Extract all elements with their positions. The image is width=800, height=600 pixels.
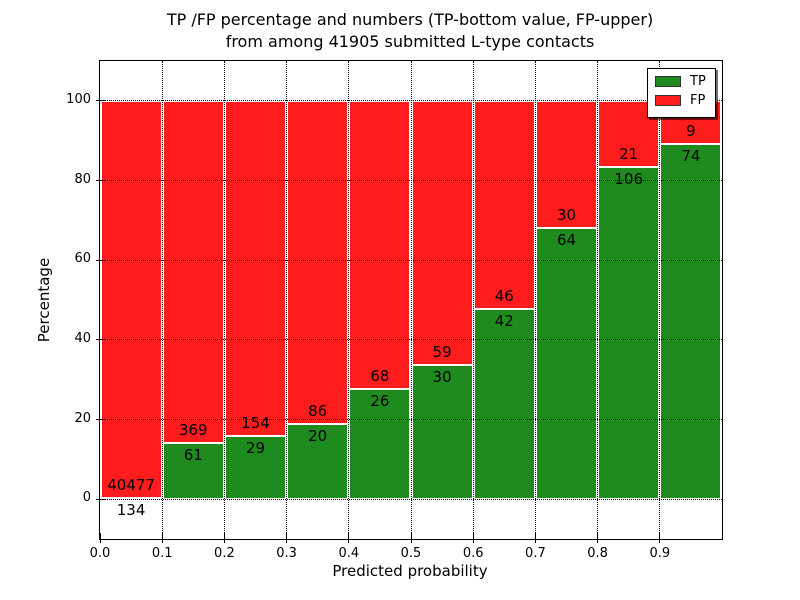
gridline-vertical bbox=[659, 61, 661, 539]
chart-title-line2: from among 41905 submitted L-type contac… bbox=[225, 32, 595, 51]
y-tick-label: 0 bbox=[82, 490, 91, 506]
bar-count-label-tp: 30 bbox=[432, 367, 452, 386]
gridline-vertical bbox=[597, 61, 599, 539]
bar-count-label-tp: 29 bbox=[245, 439, 266, 458]
bar-segment-fp bbox=[162, 100, 224, 443]
bar-count-label-tp: 20 bbox=[308, 427, 328, 445]
y-axis-label: Percentage bbox=[35, 257, 53, 343]
bar-count-label-fp: 154 bbox=[241, 414, 270, 433]
x-tick-label: 0.3 bbox=[276, 546, 297, 561]
bar-count-label-fp: 86 bbox=[308, 402, 328, 420]
y-tick-label: 80 bbox=[74, 171, 91, 187]
legend-swatch-fp bbox=[655, 95, 681, 106]
bar-segment-fp bbox=[100, 100, 162, 498]
bar-count-label-fp: 30 bbox=[556, 205, 577, 224]
bar-segment-fp bbox=[224, 100, 287, 437]
gridline-vertical bbox=[534, 61, 536, 539]
x-tick-label: 0.8 bbox=[587, 546, 608, 561]
bar-count-label-fp: 21 bbox=[619, 144, 639, 163]
legend-swatch-tp bbox=[655, 76, 681, 87]
bar-segment-fp bbox=[349, 100, 411, 389]
bar-count-label-tp: 74 bbox=[681, 147, 701, 166]
y-tick-label: 20 bbox=[74, 410, 91, 426]
bar-count-label-tp: 134 bbox=[116, 500, 146, 519]
gridline-vertical bbox=[161, 61, 163, 539]
x-tick-label: 0.6 bbox=[462, 546, 484, 561]
bar-segment-tp bbox=[224, 436, 287, 500]
bar-segment-tp bbox=[473, 309, 535, 500]
bar-segment-tp bbox=[349, 388, 411, 500]
chart-title-line1: TP /FP percentage and numbers (TP-bottom… bbox=[166, 10, 654, 29]
x-tick bbox=[348, 533, 350, 543]
y-tick bbox=[96, 100, 106, 102]
bar-segment-fp bbox=[411, 100, 473, 365]
bar-segment-tp bbox=[535, 227, 598, 500]
y-tick bbox=[96, 180, 106, 181]
bar-segment-tp bbox=[598, 166, 660, 500]
x-tick bbox=[286, 533, 288, 543]
x-tick bbox=[99, 533, 101, 543]
legend: TP FP bbox=[647, 68, 716, 118]
x-tick bbox=[534, 533, 536, 543]
legend-label-tp: TP bbox=[690, 74, 706, 89]
x-tick-label: 0.0 bbox=[89, 546, 111, 561]
x-axis-label: Predicted probability bbox=[332, 562, 488, 580]
bar-segment-fp bbox=[287, 100, 349, 424]
legend-row: FP bbox=[655, 94, 706, 107]
y-tick bbox=[96, 259, 106, 261]
bar-count-label-tp: 26 bbox=[370, 391, 390, 410]
y-tick bbox=[96, 339, 106, 341]
bar-segment-tp bbox=[411, 364, 473, 500]
bar-count-label-fp: 46 bbox=[494, 287, 514, 306]
x-tick bbox=[597, 533, 599, 543]
bar-count-label-tp: 106 bbox=[614, 169, 643, 188]
bar-segment-tp bbox=[287, 424, 349, 500]
bar-segment-tp bbox=[162, 442, 224, 500]
x-tick-label: 0.4 bbox=[338, 546, 360, 561]
gridline-horizontal bbox=[100, 339, 722, 341]
gridline-horizontal bbox=[100, 100, 722, 102]
x-tick-label: 0.2 bbox=[214, 546, 235, 561]
gridline-vertical bbox=[472, 61, 474, 539]
plot-area: 0.0 0.1 0.2 0.3 0.4 0.5 0.6 0.7 0.8 0.9 0 20 40 60 80 1… bbox=[66, 60, 723, 561]
gridline-horizontal bbox=[100, 259, 722, 261]
bar-count-label-tp: 61 bbox=[183, 445, 203, 464]
bar-count-label-fp: 40477 bbox=[107, 475, 155, 494]
x-tick-label: 0.7 bbox=[525, 546, 546, 561]
gridline-horizontal bbox=[100, 180, 722, 181]
gridline-vertical bbox=[223, 61, 225, 539]
y-tick-label: 100 bbox=[66, 91, 91, 107]
y-tick bbox=[96, 498, 106, 500]
y-tick-label: 40 bbox=[74, 330, 91, 346]
legend-row: TP bbox=[655, 75, 706, 88]
x-tick bbox=[472, 533, 474, 543]
bar-count-label-tp: 42 bbox=[494, 312, 514, 331]
bar-count-label-fp: 9 bbox=[686, 122, 696, 141]
x-tick bbox=[161, 533, 163, 543]
gridline-vertical bbox=[348, 61, 350, 539]
gridline-vertical bbox=[286, 61, 288, 539]
bar-count-label-fp: 59 bbox=[432, 342, 452, 361]
bar-segment-fp bbox=[473, 100, 535, 310]
x-tick-label: 0.9 bbox=[649, 546, 671, 561]
bar-count-label-tp: 64 bbox=[556, 230, 577, 249]
bar-count-label-fp: 68 bbox=[370, 366, 390, 385]
x-tick bbox=[223, 533, 225, 543]
y-tick bbox=[96, 419, 106, 420]
gridline-vertical bbox=[410, 61, 412, 539]
gridline-horizontal bbox=[100, 419, 722, 420]
gridline-horizontal bbox=[100, 498, 722, 500]
bar-count-label-fp: 369 bbox=[178, 420, 208, 439]
x-tick bbox=[659, 533, 661, 543]
x-tick-label: 0.5 bbox=[400, 546, 422, 561]
y-tick-label: 60 bbox=[74, 251, 91, 267]
bar-segment-fp bbox=[535, 100, 598, 228]
x-tick-label: 0.1 bbox=[151, 546, 173, 561]
x-tick bbox=[410, 533, 412, 543]
bar-segment-tp bbox=[660, 144, 722, 500]
legend-label-fp: FP bbox=[690, 93, 706, 108]
chart-title: TP /FP percentage and numbers (TP-bottom… bbox=[99, 9, 721, 53]
